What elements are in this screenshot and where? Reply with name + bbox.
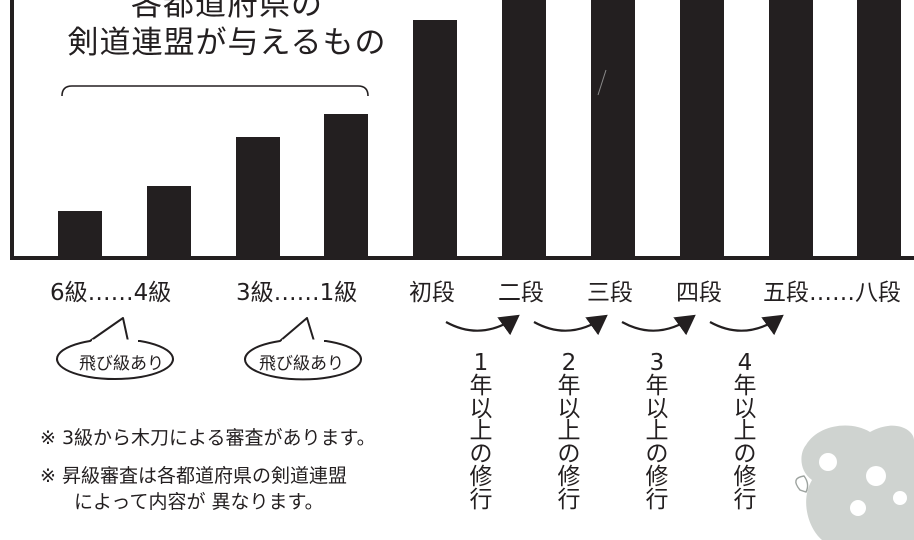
bar-godan (769, 0, 813, 258)
bar-1kyu (324, 114, 368, 258)
bar-nidan (502, 0, 546, 258)
kyu-issuer-line1: 各都道府県の (131, 0, 323, 23)
arrow-yondan-godan (709, 314, 784, 336)
footnote-bokuto: ※ 3級から木刀による審査があります。 (40, 427, 376, 449)
arrow-sandan-yondan (621, 314, 696, 336)
flower-decoration (795, 425, 914, 540)
rank-label-nidan: 二段 (498, 280, 544, 306)
interval-text-1: 1年以上の修行 (469, 350, 493, 513)
kyu-issuer-line2: 剣道連盟が与えるもの (67, 25, 387, 61)
group-bracket (61, 85, 369, 97)
interval-text-3: 3年以上の修行 (645, 350, 669, 513)
arrow-shodan-nidan (445, 314, 520, 336)
kyu-issuer-note: 各都道府県の 剣道連盟が与えるもの (62, 0, 392, 62)
skip-bubble-text-1: 飛び級あり (79, 354, 164, 374)
bar-sandan (591, 0, 635, 258)
diagram-overlay (56, 314, 914, 540)
skip-bubble-1 (56, 317, 174, 381)
rank-chart (10, 0, 914, 260)
bar-hachidan (857, 0, 901, 258)
rank-label-3-1kyu: 3級……1級 (236, 280, 358, 306)
footnote-exam-line1: ※ 昇級審査は各都道府県の剣道連盟 (40, 465, 347, 487)
arrow-nidan-sandan (533, 314, 608, 336)
bar-yondan (680, 0, 724, 258)
skip-bubble-2 (244, 317, 362, 381)
skip-bubble-text-2: 飛び級あり (259, 354, 344, 374)
rank-label-sandan: 三段 (587, 280, 633, 306)
bar-shodan (413, 20, 457, 258)
pencil-mark (597, 69, 607, 96)
rank-label-yondan: 四段 (676, 280, 722, 306)
interval-text-2: 2年以上の修行 (557, 350, 581, 513)
footnote-exam-line2: によって内容が 異なります。 (74, 491, 324, 513)
bar-6kyu (58, 211, 102, 258)
bar-4kyu (147, 186, 191, 258)
rank-label-6-4kyu: 6級……4級 (50, 280, 172, 306)
bar-3kyu (236, 137, 280, 258)
rank-label-shodan: 初段 (409, 280, 455, 306)
interval-text-4: 4年以上の修行 (733, 350, 757, 513)
rank-label-godan-hachidan: 五段……八段 (763, 280, 901, 306)
